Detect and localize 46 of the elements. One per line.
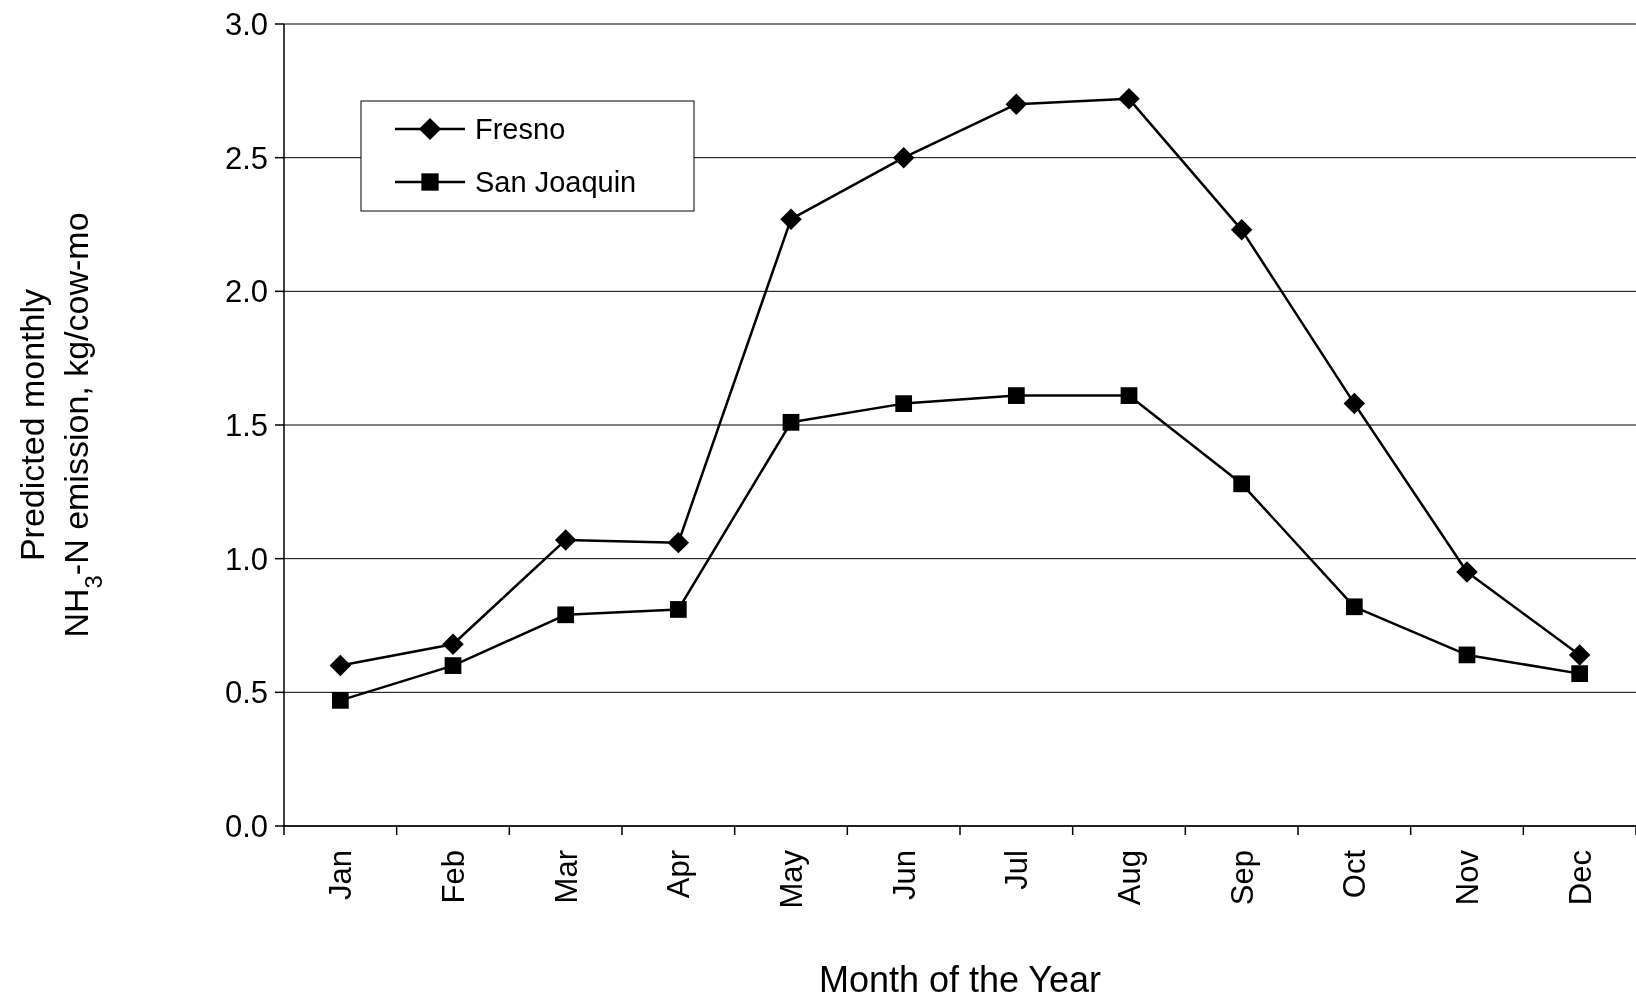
x-axis-title: Month of the Year xyxy=(818,959,1102,1000)
y-tick-label: 3.0 xyxy=(224,6,268,42)
x-tick-label: Apr xyxy=(661,850,697,899)
point xyxy=(1343,392,1366,415)
point xyxy=(329,654,352,677)
x-tick-label: Feb xyxy=(435,850,471,904)
point xyxy=(1568,644,1591,666)
point xyxy=(1118,88,1140,110)
y-tick-label: 2.0 xyxy=(224,274,268,310)
x-tick-label: May xyxy=(773,849,809,909)
point xyxy=(1458,646,1476,664)
x-tick-label: Dec xyxy=(1562,850,1598,906)
point xyxy=(782,413,800,431)
x-tick-label: Nov xyxy=(1449,849,1485,906)
point xyxy=(892,146,915,169)
point xyxy=(1456,561,1478,583)
point xyxy=(442,633,464,655)
x-tick-label: Oct xyxy=(1337,849,1373,899)
point xyxy=(554,529,577,551)
point xyxy=(1345,598,1363,616)
point xyxy=(1120,387,1138,404)
y-tick-label: 0.0 xyxy=(224,808,268,844)
point xyxy=(1005,93,1028,115)
y-tick-label: 0.5 xyxy=(224,675,268,711)
point xyxy=(1571,665,1589,682)
point xyxy=(1007,387,1025,404)
x-tick-label: Jun xyxy=(886,850,922,900)
y-tick-label: 1.0 xyxy=(224,541,268,577)
x-tick-label: Jan xyxy=(323,850,359,900)
point xyxy=(895,395,913,412)
legend-label: San Joaquin xyxy=(475,166,637,199)
y-tick-label: 2.5 xyxy=(224,140,268,176)
point xyxy=(780,208,802,230)
x-tick-label: Mar xyxy=(548,850,584,904)
point xyxy=(444,657,462,674)
legend-label: Fresno xyxy=(475,113,566,146)
point xyxy=(1233,475,1251,493)
point xyxy=(331,691,349,709)
y-tick-label: 1.5 xyxy=(224,407,268,443)
point xyxy=(669,601,687,618)
point xyxy=(1230,219,1253,241)
x-tick-label: Jul xyxy=(999,850,1035,890)
x-tick-label: Sep xyxy=(1224,850,1260,906)
x-tick-label: Aug xyxy=(1111,850,1147,906)
point xyxy=(667,531,690,554)
point xyxy=(557,606,575,624)
